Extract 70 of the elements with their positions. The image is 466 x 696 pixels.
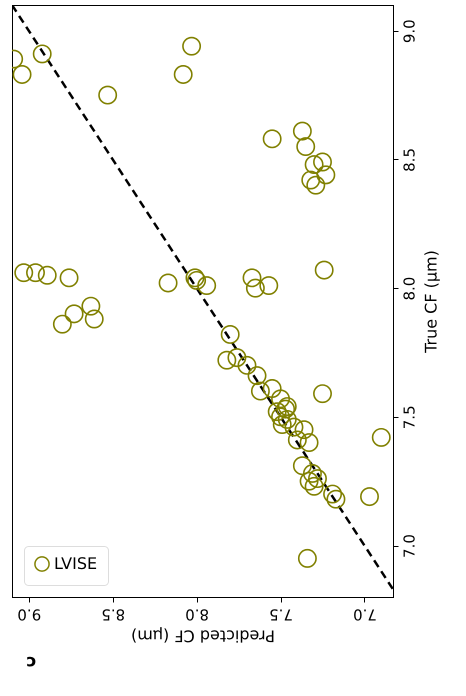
point — [262, 379, 282, 398]
point — [372, 428, 391, 447]
x-tick-label: 7.5 — [269, 606, 293, 624]
point — [306, 176, 326, 195]
point — [316, 165, 336, 184]
point — [288, 430, 307, 450]
point — [52, 314, 72, 334]
point — [238, 356, 256, 375]
point — [300, 472, 319, 491]
point — [296, 137, 316, 156]
point — [60, 268, 79, 288]
point — [360, 487, 379, 506]
point — [217, 350, 236, 370]
point — [158, 274, 178, 292]
point — [278, 410, 297, 429]
point — [14, 263, 34, 282]
point — [314, 260, 334, 280]
point — [250, 382, 270, 401]
point — [64, 304, 84, 324]
point — [300, 433, 319, 452]
point — [197, 276, 216, 295]
x-tick-label: 7.0 — [353, 606, 377, 624]
point — [12, 65, 32, 84]
point — [182, 36, 202, 56]
point — [32, 44, 52, 64]
point — [262, 129, 282, 148]
point — [272, 415, 292, 434]
point — [292, 456, 312, 476]
x-axis-title: Predicted CF (μm) — [131, 626, 275, 646]
point — [248, 366, 267, 386]
point — [323, 484, 342, 504]
point — [284, 418, 304, 437]
point — [81, 296, 100, 316]
point — [276, 400, 296, 419]
point — [304, 155, 324, 174]
point — [301, 170, 320, 190]
point — [304, 476, 324, 496]
x-tick-label: 8.0 — [185, 606, 210, 624]
point — [294, 420, 314, 440]
point — [268, 402, 287, 422]
x-tick-label: 9.0 — [17, 606, 42, 624]
point — [271, 389, 290, 408]
point — [227, 348, 246, 368]
y-tick-label: 8.0 — [400, 276, 418, 301]
x-tick-label: 8.5 — [101, 606, 126, 624]
point — [313, 152, 332, 172]
point — [292, 122, 312, 141]
point — [259, 276, 278, 295]
point — [278, 397, 297, 416]
point — [313, 384, 332, 404]
y-tick-label: 8.5 — [400, 148, 418, 172]
point — [246, 278, 265, 298]
point — [220, 325, 240, 344]
point — [174, 65, 193, 84]
point — [326, 490, 346, 509]
point — [242, 268, 262, 288]
y-tick-label: 9.0 — [400, 19, 418, 44]
y-tick-label: 7.0 — [400, 534, 418, 558]
point — [38, 266, 57, 285]
point — [98, 86, 118, 105]
text: c — [26, 652, 36, 672]
point — [302, 464, 322, 483]
legend-label: LVISE — [54, 554, 98, 573]
point — [26, 263, 45, 282]
y-axis-title: True CF (μm) — [422, 250, 440, 354]
point — [84, 310, 104, 328]
point — [298, 548, 317, 568]
point — [308, 469, 327, 488]
point — [271, 407, 290, 426]
y-tick-label: 7.5 — [400, 405, 418, 430]
